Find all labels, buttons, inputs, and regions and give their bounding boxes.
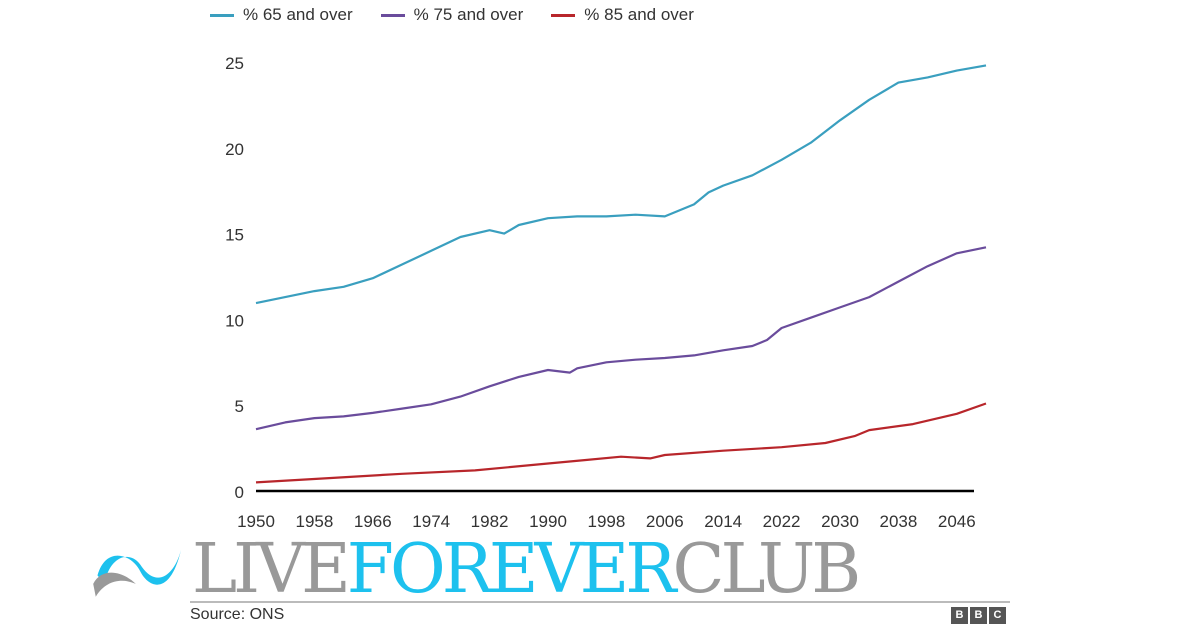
x-tick-label: 1966 bbox=[354, 512, 392, 531]
y-tick-label: 20 bbox=[225, 140, 244, 159]
x-tick-label: 1950 bbox=[237, 512, 275, 531]
x-tick-label: 2022 bbox=[763, 512, 801, 531]
legend-swatch bbox=[551, 13, 576, 17]
legend-item-85: % 85 and over bbox=[551, 5, 694, 25]
bbc-letter: B bbox=[970, 607, 987, 624]
watermark-underline bbox=[190, 601, 1010, 603]
watermark-logo: LIVE FOREVER CLUB bbox=[88, 530, 861, 609]
x-tick-label: 2038 bbox=[879, 512, 917, 531]
y-tick-label: 15 bbox=[225, 226, 244, 245]
legend-swatch bbox=[210, 13, 234, 17]
y-tick-label: 0 bbox=[235, 483, 244, 502]
legend-item-75: % 75 and over bbox=[380, 5, 524, 25]
x-tick-label: 1998 bbox=[587, 512, 625, 531]
legend-item-65: % 65 and over bbox=[210, 5, 353, 25]
bbc-logo: B B C bbox=[951, 607, 1006, 624]
watermark-text: FOREVER bbox=[346, 530, 677, 609]
legend: % 65 and over % 75 and over % 85 and ove… bbox=[210, 5, 694, 25]
bbc-letter: B bbox=[951, 607, 968, 624]
legend-label: % 65 and over bbox=[243, 5, 353, 24]
watermark-text: LIVE bbox=[192, 530, 351, 609]
x-tick-label: 2006 bbox=[646, 512, 684, 531]
watermark-text: CLUB bbox=[672, 530, 861, 609]
series-line-75 bbox=[255, 246, 987, 431]
y-tick-label: 10 bbox=[225, 311, 244, 330]
infinity-swoosh-icon bbox=[93, 549, 182, 597]
x-tick-label: 1982 bbox=[471, 512, 509, 531]
series-line-85 bbox=[255, 402, 987, 484]
x-tick-label: 1990 bbox=[529, 512, 567, 531]
x-tick-label: 2014 bbox=[704, 512, 742, 531]
legend-swatch bbox=[380, 13, 405, 17]
y-tick-label: 5 bbox=[235, 397, 244, 416]
x-tick-label: 2046 bbox=[938, 512, 976, 531]
series-line-65 bbox=[255, 64, 987, 305]
x-tick-label: 1958 bbox=[295, 512, 333, 531]
x-tick-label: 1974 bbox=[412, 512, 450, 531]
x-tick-label: 2030 bbox=[821, 512, 859, 531]
bbc-letter: C bbox=[989, 607, 1006, 624]
legend-label: % 85 and over bbox=[584, 5, 694, 24]
legend-label: % 75 and over bbox=[413, 5, 524, 24]
y-tick-label: 25 bbox=[225, 54, 244, 73]
source-note: Source: ONS bbox=[190, 606, 285, 623]
